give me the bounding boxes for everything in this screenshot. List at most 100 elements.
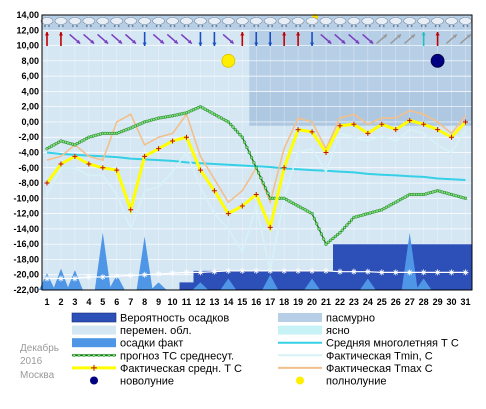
cloud-part: [138, 17, 151, 25]
mean-marker: [44, 180, 50, 186]
forecast-marker: [347, 220, 351, 225]
legend-swatch: [71, 312, 117, 323]
wind-head: [341, 39, 346, 44]
legend-label: новолуние: [120, 376, 174, 388]
precip-dot: [197, 25, 200, 27]
precip-fact-spike: [39, 273, 55, 290]
mean-marker: [379, 121, 385, 127]
wind-head: [466, 34, 471, 39]
cloud-part: [263, 17, 277, 25]
forecast-marker: [349, 218, 354, 222]
wind-head: [142, 42, 147, 46]
precip-dot: [103, 25, 106, 27]
snow-cloud-icon: [222, 17, 235, 27]
forecast-marker: [240, 135, 244, 139]
snow-cloud-icon: [403, 17, 417, 27]
snow-cloud-icon: [333, 17, 347, 27]
y-tick-label: -16,00: [13, 239, 39, 249]
snow-marker: [295, 267, 302, 274]
snow-cloud-icon: [194, 17, 207, 27]
forecast-marker: [326, 240, 330, 244]
mean-marker: [239, 203, 245, 209]
legend-item: осадки факт: [72, 338, 183, 350]
wind-head: [76, 39, 81, 44]
precip-dot: [337, 25, 339, 27]
mean-marker: [72, 153, 78, 159]
precip-dot: [355, 25, 357, 27]
y-tick-label: -4,00: [18, 148, 39, 158]
wind-head: [355, 39, 360, 44]
precip-fact-spike: [192, 282, 209, 290]
cloud-part: [291, 17, 305, 25]
precip-dot: [183, 25, 186, 27]
precip-dot: [351, 25, 353, 27]
series-lines: [44, 105, 468, 272]
wind-arrow-icon: [166, 33, 179, 45]
cloud-part: [68, 17, 82, 25]
wind-head: [452, 34, 457, 39]
cloud-part: [208, 17, 221, 25]
y-tick-label: 2,00: [21, 102, 39, 112]
wind-arrow-icon: [403, 33, 416, 45]
wind-arrow-icon: [83, 33, 95, 45]
precip-dot: [448, 25, 451, 27]
mean-marker: [463, 119, 468, 125]
precip-fact-spike: [220, 278, 237, 290]
forecast-marker: [226, 120, 230, 124]
snow-marker: [225, 267, 232, 274]
wind-head: [159, 39, 164, 44]
snow-cloud-icon: [54, 17, 68, 27]
forecast-marker: [335, 232, 340, 237]
legend-label: Средняя многолетняя Т С: [326, 338, 459, 350]
wind-arrow-icon: [142, 32, 147, 46]
snow-cloud-icon: [166, 17, 179, 27]
x-tick-label: 26: [391, 297, 401, 307]
x-tick-label: 1: [44, 297, 49, 307]
precip-dot: [410, 25, 413, 27]
wind-arrow-icon: [348, 33, 360, 45]
snow-marker: [141, 271, 148, 278]
snow-cloud-icon: [208, 17, 221, 27]
precip-dot: [378, 25, 381, 27]
precip-dot: [201, 25, 204, 27]
snow-marker: [420, 269, 427, 276]
cloud-part: [96, 17, 110, 25]
x-tick-label: 2: [58, 297, 63, 307]
legend-marker: [87, 353, 91, 357]
legend-label: прогноз ТС среднесут.: [120, 350, 234, 362]
snow-cloud-icon: [138, 17, 151, 27]
legend-item: новолуние: [90, 376, 174, 388]
precip-dot: [396, 25, 399, 27]
precip-dot: [155, 25, 158, 27]
snow-cloud-icon: [417, 17, 430, 27]
legend-label: перемен. обл.: [120, 325, 192, 337]
x-tick-label: 27: [405, 297, 415, 307]
cloud-part: [124, 17, 137, 25]
legend-item: Средняя многолетняя Т С: [278, 338, 459, 350]
x-tick-label: 31: [460, 297, 470, 307]
wind-head: [229, 39, 234, 44]
x-tick-label: 11: [182, 297, 192, 307]
precip-dot: [239, 25, 242, 27]
mean-marker: [184, 134, 189, 140]
forecast-marker: [338, 231, 342, 235]
mean-marker: [323, 150, 329, 155]
wind-arrow-icon: [240, 32, 245, 46]
snow-cloud-icon: [361, 17, 375, 27]
precip-dot: [368, 25, 371, 27]
forecast-marker: [463, 196, 468, 200]
wind-head: [104, 39, 109, 44]
moon-phases: [221, 53, 445, 68]
legend-marker: [107, 353, 111, 357]
forecast-marker: [252, 161, 256, 165]
plot-frame: [41, 14, 473, 291]
new-moon-icon: [430, 53, 445, 68]
precip-dot: [341, 25, 343, 27]
wind-head: [198, 42, 203, 46]
x-tick-label: 20: [307, 297, 317, 307]
precip-dot: [382, 25, 385, 27]
snow-marker: [336, 268, 343, 275]
precip-dot: [253, 25, 256, 27]
cloud-part: [389, 17, 403, 25]
precip-fact-spike: [415, 278, 432, 290]
